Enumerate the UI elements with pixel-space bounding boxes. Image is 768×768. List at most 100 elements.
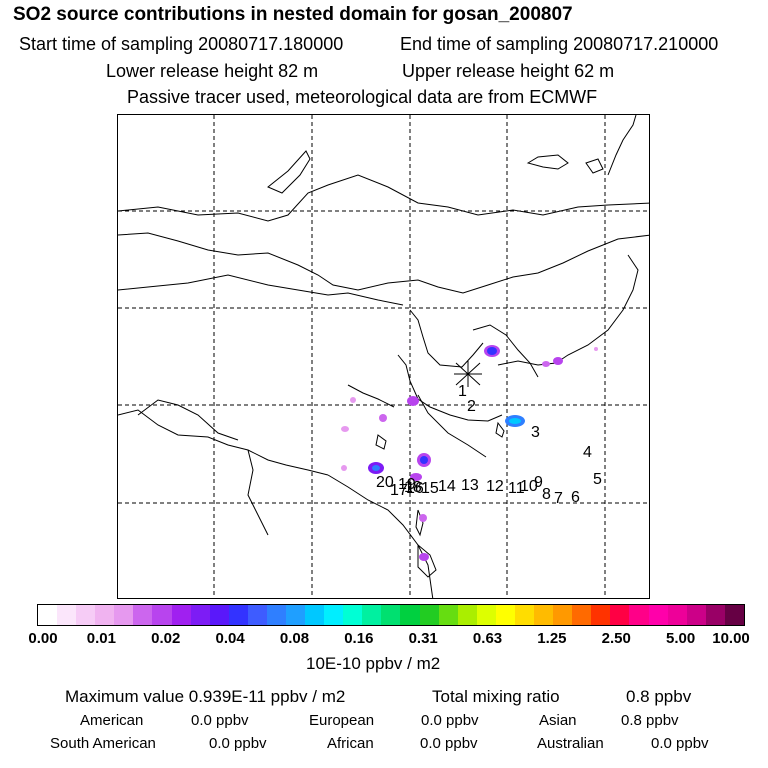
colorbar-swatch bbox=[495, 605, 515, 625]
colorbar-tick-label: 0.00 bbox=[28, 630, 58, 647]
colorbar-swatch bbox=[572, 605, 592, 625]
colorbar-tick-label: 0.16 bbox=[344, 630, 374, 647]
source-label: 1 bbox=[458, 383, 467, 400]
colorbar-tick-label: 0.02 bbox=[151, 630, 181, 647]
colorbar-tick-label: 10.00 bbox=[712, 630, 750, 647]
colorbar-swatch bbox=[419, 605, 439, 625]
colorbar-swatch bbox=[629, 605, 649, 625]
total-mixing-ratio-label: Total mixing ratio bbox=[432, 687, 560, 706]
source-label: 19 bbox=[398, 476, 416, 493]
source-label: 4 bbox=[583, 444, 592, 461]
colorbar bbox=[37, 604, 745, 626]
colorbar-swatch bbox=[95, 605, 115, 625]
source-label: 2 bbox=[467, 398, 476, 415]
colorbar-swatch bbox=[381, 605, 401, 625]
asian-value: 0.8 ppbv bbox=[621, 712, 679, 729]
colorbar-swatch bbox=[457, 605, 477, 625]
australian-value: 0.0 ppbv bbox=[651, 735, 709, 752]
colorbar-swatch bbox=[400, 605, 420, 625]
colorbar-swatch bbox=[362, 605, 382, 625]
concentration-plumes bbox=[341, 345, 598, 561]
colorbar-swatch bbox=[266, 605, 287, 625]
source-label: 5 bbox=[593, 471, 602, 488]
colorbar-swatch bbox=[553, 605, 573, 625]
source-label: 20 bbox=[376, 474, 394, 491]
colorbar-swatch bbox=[686, 605, 706, 625]
source-label: 6 bbox=[571, 489, 580, 506]
colorbar-swatch bbox=[591, 605, 611, 625]
colorbar-swatch bbox=[38, 605, 58, 625]
grid-lines bbox=[118, 115, 649, 598]
colorbar-swatch bbox=[438, 605, 458, 625]
asian-label: Asian bbox=[539, 712, 577, 729]
source-label: 11 bbox=[508, 480, 525, 497]
american-value: 0.0 ppbv bbox=[191, 712, 249, 729]
colorbar-swatch bbox=[305, 605, 325, 625]
start-time: Start time of sampling 20080717.180000 bbox=[19, 34, 344, 54]
colorbar-swatch bbox=[228, 605, 248, 625]
colorbar-swatch bbox=[343, 605, 363, 625]
colorbar-tick-label: 2.50 bbox=[601, 630, 631, 647]
colorbar-swatch bbox=[133, 605, 153, 625]
colorbar-swatch bbox=[171, 605, 191, 625]
source-label: 18 bbox=[404, 479, 422, 496]
colorbar-swatch bbox=[648, 605, 668, 625]
european-label: European bbox=[309, 712, 375, 729]
coastlines bbox=[118, 115, 649, 598]
total-mixing-ratio-value: 0.8 ppbv bbox=[626, 687, 692, 706]
end-time: End time of sampling 20080717.210000 bbox=[400, 34, 719, 54]
colorbar-swatch bbox=[514, 605, 535, 625]
lower-release-height: Lower release height 82 m bbox=[106, 61, 319, 81]
map-plot: 1 2 3 4 5 6 7 8 9 10 11 12 13 14 15 16 1… bbox=[117, 114, 650, 599]
receptor-marker bbox=[454, 361, 482, 387]
source-label: 17 bbox=[390, 482, 408, 499]
source-label: 12 bbox=[486, 478, 504, 495]
source-label: 3 bbox=[531, 424, 540, 441]
source-label: 10 bbox=[520, 478, 538, 495]
colorbar-swatch bbox=[324, 605, 344, 625]
source-label: 8 bbox=[542, 486, 551, 503]
colorbar-swatch bbox=[286, 605, 306, 625]
colorbar-tick-label: 0.63 bbox=[472, 630, 503, 647]
colorbar-swatch bbox=[705, 605, 725, 625]
colorbar-swatch bbox=[114, 605, 134, 625]
colorbar-tick-label: 0.31 bbox=[408, 630, 438, 647]
colorbar-swatch bbox=[247, 605, 267, 625]
source-label: 9 bbox=[534, 474, 543, 491]
source-label: 7 bbox=[554, 490, 563, 507]
source-labels: 1 2 3 4 5 6 7 8 9 10 11 12 13 14 15 16 1… bbox=[376, 383, 602, 507]
colorbar-swatch bbox=[476, 605, 496, 625]
colorbar-swatch bbox=[724, 605, 744, 625]
map-svg: 1 2 3 4 5 6 7 8 9 10 11 12 13 14 15 16 1… bbox=[118, 115, 649, 598]
african-label: African bbox=[327, 735, 374, 752]
south-american-label: South American bbox=[50, 735, 156, 752]
colorbar-tick-label: 0.04 bbox=[215, 630, 245, 647]
colorbar-swatch bbox=[57, 605, 77, 625]
colorbar-swatch bbox=[209, 605, 229, 625]
african-value: 0.0 ppbv bbox=[420, 735, 478, 752]
south-american-value: 0.0 ppbv bbox=[209, 735, 267, 752]
colorbar-swatch bbox=[667, 605, 687, 625]
colorbar-tick-label: 5.00 bbox=[666, 630, 696, 647]
source-label: 15 bbox=[421, 480, 439, 497]
tracer-note: Passive tracer used, meteorological data… bbox=[127, 87, 598, 107]
colorbar-unit: 10E-10 ppbv / m2 bbox=[306, 654, 441, 673]
colorbar-swatch bbox=[152, 605, 172, 625]
colorbar-tick-label: 0.01 bbox=[86, 630, 116, 647]
chart-title: SO2 source contributions in nested domai… bbox=[13, 4, 573, 25]
american-label: American bbox=[80, 712, 144, 729]
european-value: 0.0 ppbv bbox=[421, 712, 479, 729]
colorbar-swatch bbox=[76, 605, 96, 625]
maximum-value: Maximum value 0.939E-11 ppbv / m2 bbox=[65, 687, 346, 706]
source-label: 16 bbox=[406, 480, 424, 497]
country-borders bbox=[118, 274, 404, 536]
colorbar-swatch bbox=[610, 605, 630, 625]
source-label: 13 bbox=[461, 477, 479, 494]
upper-release-height: Upper release height 62 m bbox=[402, 61, 615, 81]
australian-label: Australian bbox=[537, 735, 604, 752]
colorbar-swatch bbox=[190, 605, 210, 625]
colorbar-tick-label: 0.08 bbox=[279, 630, 310, 647]
colorbar-tick-label: 1.25 bbox=[537, 630, 567, 647]
colorbar-swatch bbox=[534, 605, 554, 625]
source-label: 14 bbox=[438, 478, 456, 495]
